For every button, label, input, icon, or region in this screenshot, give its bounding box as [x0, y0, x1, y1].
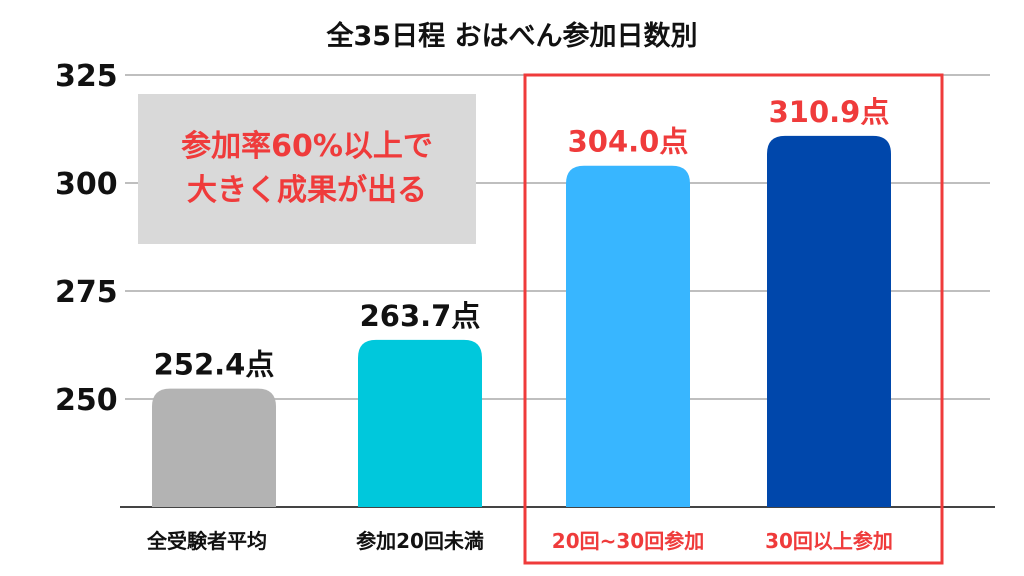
x-tick-label: 20回~30回参加	[552, 529, 704, 553]
data-label: 304.0点	[568, 125, 689, 159]
bar	[767, 135, 891, 508]
x-tick-label: 30回以上参加	[765, 529, 893, 553]
x-tick-label: 全受験者平均	[146, 529, 267, 553]
highlight-frame	[523, 73, 944, 565]
x-tick-label: 参加20回未満	[356, 529, 484, 553]
bar	[358, 339, 482, 507]
data-label: 263.7点	[360, 299, 481, 333]
annotation-box: 参加率60%以上で 大きく成果が出る	[138, 94, 476, 244]
y-tick-label: 250	[55, 383, 118, 418]
annotation-line-1: 参加率60%以上で	[181, 129, 433, 164]
data-label: 310.9点	[769, 95, 890, 129]
annotation-line-2: 大きく成果が出る	[187, 173, 427, 208]
y-tick-label: 325	[55, 59, 118, 94]
y-tick-label: 300	[55, 167, 118, 202]
bar	[566, 165, 690, 507]
chart-title: 全35日程 おはべん参加日数別	[326, 21, 698, 52]
bar	[152, 388, 276, 507]
data-label: 252.4点	[154, 348, 275, 382]
y-tick-label: 275	[55, 275, 118, 310]
